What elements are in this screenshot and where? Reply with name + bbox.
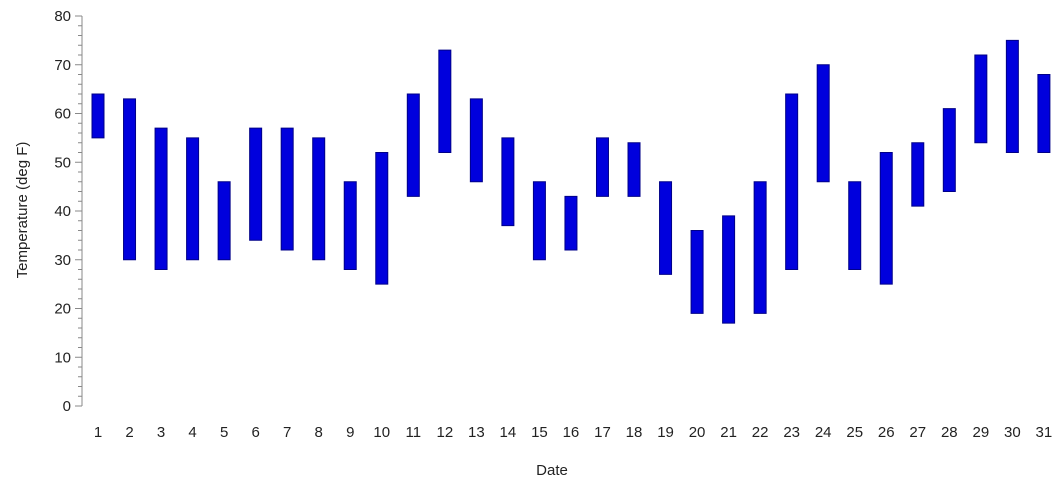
range-bar xyxy=(911,142,925,207)
range-bar xyxy=(753,181,767,314)
x-tick-label: 8 xyxy=(315,424,323,441)
y-tick-label: 30 xyxy=(54,252,71,269)
x-tick-label: 4 xyxy=(188,424,196,441)
range-bar xyxy=(123,98,137,261)
range-bar xyxy=(312,137,326,261)
range-bar xyxy=(343,181,357,270)
y-tick-label: 60 xyxy=(54,106,71,123)
range-bar xyxy=(1005,39,1019,153)
y-tick-label: 50 xyxy=(54,154,71,171)
range-bar xyxy=(974,54,988,144)
range-bar xyxy=(1037,74,1051,153)
x-tick-label: 3 xyxy=(157,424,165,441)
range-bar xyxy=(217,181,231,261)
x-tick-label: 27 xyxy=(909,424,926,441)
range-bar xyxy=(848,181,862,270)
x-tick-label: 14 xyxy=(500,424,517,441)
range-bar xyxy=(438,49,452,153)
y-tick-label: 70 xyxy=(54,57,71,74)
range-bar xyxy=(249,127,263,241)
range-bar xyxy=(280,127,294,251)
x-tick-label: 12 xyxy=(436,424,453,441)
x-tick-label: 20 xyxy=(689,424,706,441)
x-tick-label: 1 xyxy=(94,424,102,441)
range-bar xyxy=(91,93,105,139)
range-bar xyxy=(186,137,200,261)
x-tick-label: 21 xyxy=(720,424,737,441)
bars-layer xyxy=(91,39,1051,324)
y-tick-label: 20 xyxy=(54,301,71,318)
range-bar xyxy=(627,142,641,197)
range-bar xyxy=(532,181,546,261)
x-tick-label: 11 xyxy=(406,424,422,441)
range-bar xyxy=(659,181,673,275)
x-tick-label: 17 xyxy=(594,424,611,441)
range-bar xyxy=(690,230,704,314)
range-bar xyxy=(879,152,893,285)
range-bar xyxy=(375,152,389,285)
x-tick-label: 29 xyxy=(972,424,989,441)
x-tick-label: 26 xyxy=(878,424,895,441)
y-axis-ticks: 0 10 20 30 40 50 60 70 80 xyxy=(54,8,82,415)
y-axis-label: Temperature (deg F) xyxy=(14,142,31,279)
range-bar xyxy=(942,108,956,192)
y-tick-label: 10 xyxy=(54,349,71,366)
x-axis-label: Date xyxy=(536,462,568,479)
range-bar xyxy=(722,215,736,324)
x-tick-label: 28 xyxy=(941,424,958,441)
x-tick-label: 30 xyxy=(1004,424,1021,441)
x-tick-label: 15 xyxy=(531,424,548,441)
range-bar xyxy=(785,93,799,270)
range-bar xyxy=(816,64,830,183)
x-tick-label: 13 xyxy=(468,424,485,441)
x-tick-label: 5 xyxy=(220,424,228,441)
x-tick-label: 7 xyxy=(283,424,291,441)
x-tick-label: 25 xyxy=(846,424,863,441)
x-tick-label: 2 xyxy=(125,424,133,441)
x-axis-ticks: 1 2 3 4 5 6 7 8 9 10 11 12 13 14 15 16 17 18 19 20 21 22 23 24 2… xyxy=(94,424,1052,441)
y-tick-label: 0 xyxy=(63,398,71,415)
y-tick-label: 40 xyxy=(54,203,71,220)
x-tick-label: 31 xyxy=(1036,424,1053,441)
x-tick-label: 18 xyxy=(626,424,643,441)
range-bar xyxy=(469,98,483,183)
x-tick-label: 6 xyxy=(251,424,259,441)
x-tick-label: 22 xyxy=(752,424,769,441)
x-tick-label: 19 xyxy=(657,424,674,441)
x-tick-label: 9 xyxy=(346,424,354,441)
y-tick-label: 80 xyxy=(54,8,71,25)
range-bar xyxy=(501,137,515,227)
range-bar xyxy=(154,127,168,270)
x-tick-label: 24 xyxy=(815,424,832,441)
range-bar xyxy=(406,93,420,197)
range-bar xyxy=(564,195,578,251)
x-tick-label: 23 xyxy=(783,424,800,441)
x-tick-label: 10 xyxy=(373,424,390,441)
range-bar xyxy=(595,137,609,197)
x-tick-label: 16 xyxy=(563,424,580,441)
